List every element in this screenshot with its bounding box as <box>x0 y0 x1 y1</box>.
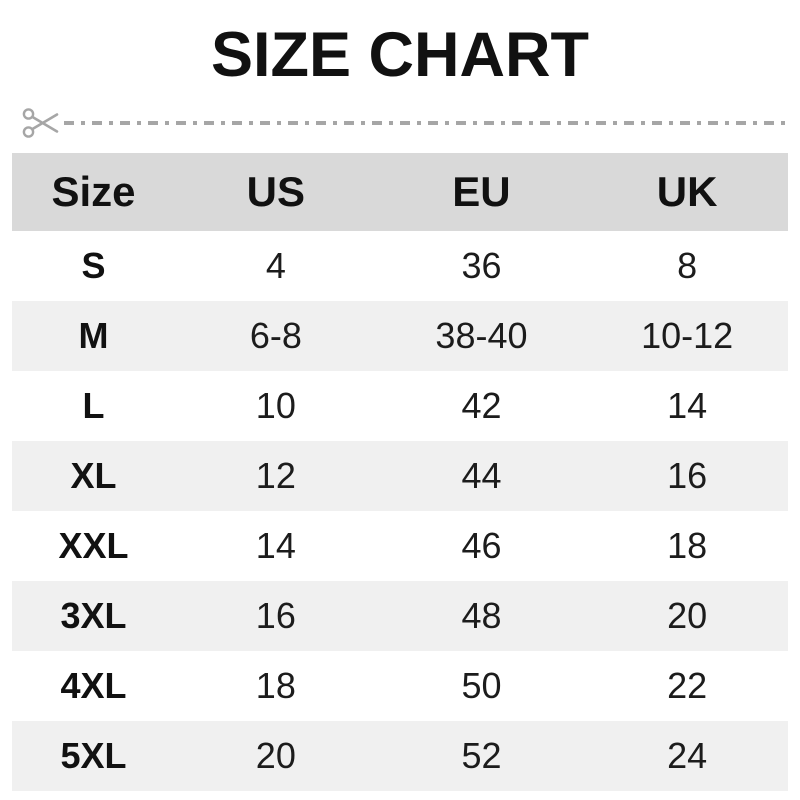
size-cell: XL <box>70 455 117 496</box>
value-cell: 18 <box>667 525 708 566</box>
size-cell: XXL <box>58 525 129 566</box>
value-cell: 44 <box>461 455 502 496</box>
value-cell: 10 <box>255 385 296 426</box>
table-header-row: Size US EU UK <box>12 153 788 231</box>
size-cell: 5XL <box>60 735 127 776</box>
size-cell: M <box>78 315 109 356</box>
table-row: L 10 42 14 <box>12 371 788 441</box>
table-row: XXL 14 46 18 <box>12 511 788 581</box>
value-cell: 48 <box>461 595 502 636</box>
value-cell: 14 <box>255 525 296 566</box>
cut-dash-line <box>64 121 790 125</box>
size-cell: L <box>82 385 105 426</box>
value-cell: 52 <box>461 735 502 776</box>
value-cell: 38-40 <box>435 315 528 356</box>
value-cell: 50 <box>461 665 502 706</box>
value-cell: 4 <box>265 245 286 286</box>
value-cell: 8 <box>677 245 698 286</box>
size-cell: 3XL <box>60 595 127 636</box>
table-row: 3XL 16 48 20 <box>12 581 788 651</box>
value-cell: 12 <box>255 455 296 496</box>
col-header-size: Size <box>12 153 175 231</box>
value-cell: 6-8 <box>249 315 302 356</box>
table-row: S 4 36 8 <box>12 231 788 301</box>
value-cell: 22 <box>667 665 708 706</box>
cut-line <box>22 105 790 141</box>
value-cell: 24 <box>667 735 708 776</box>
table-row: XL 12 44 16 <box>12 441 788 511</box>
table-row: M 6-8 38-40 10-12 <box>12 301 788 371</box>
col-header-eu: EU <box>376 153 587 231</box>
value-cell: 46 <box>461 525 502 566</box>
value-cell: 36 <box>461 245 502 286</box>
size-cell: 4XL <box>60 665 127 706</box>
col-header-uk: UK <box>586 153 788 231</box>
scissors-icon <box>22 108 59 138</box>
value-cell: 16 <box>667 455 708 496</box>
table-row: 5XL 20 52 24 <box>12 721 788 791</box>
value-cell: 18 <box>255 665 296 706</box>
value-cell: 20 <box>667 595 708 636</box>
table-body: S 4 36 8 M 6-8 38-40 10-12 L 10 42 14 XL 12 44 16 XXL 14 4… <box>12 231 788 791</box>
value-cell: 14 <box>667 385 708 426</box>
value-cell: 42 <box>461 385 502 426</box>
value-cell: 10-12 <box>641 315 734 356</box>
size-cell: S <box>81 245 106 286</box>
value-cell: 20 <box>255 735 296 776</box>
page-title: SIZE CHART <box>211 20 589 90</box>
size-table: Size US EU UK S 4 36 8 M 6-8 38-40 10-12 L 10 42 14… <box>12 153 788 791</box>
col-header-us: US <box>174 153 377 231</box>
value-cell: 16 <box>255 595 296 636</box>
table-row: 4XL 18 50 22 <box>12 651 788 721</box>
